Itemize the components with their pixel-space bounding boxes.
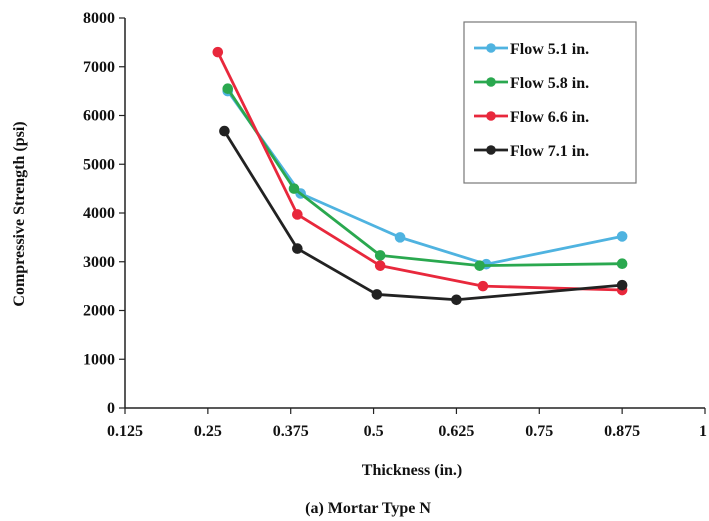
y-tick-label: 0 <box>107 400 115 417</box>
y-tick-label: 8000 <box>83 10 115 27</box>
data-point <box>374 260 386 271</box>
y-tick-label: 4000 <box>83 205 115 222</box>
data-point <box>219 125 230 137</box>
series <box>212 46 628 306</box>
data-point <box>288 183 300 194</box>
legend-label: Flow 6.6 in. <box>510 109 589 126</box>
data-point <box>292 209 303 220</box>
legend-entry: Flow 5.1 in. <box>474 41 589 58</box>
x-tick-label: 0.625 <box>438 423 474 440</box>
ticks: 0 1000 2000 3000 4000 5000 6000 7000 8000 0.125 0.… <box>83 10 707 440</box>
data-point <box>222 83 234 94</box>
legend-entry: Flow 6.6 in. <box>474 109 589 126</box>
data-point <box>374 250 386 261</box>
y-tick-label: 3000 <box>83 254 115 271</box>
y-tick-label: 1000 <box>83 351 115 368</box>
x-tick-label: 1 <box>699 423 707 440</box>
x-axis-title: Thickness (in.) <box>362 462 462 479</box>
x-tick-label: 0.375 <box>273 423 309 440</box>
legend-swatch-marker <box>486 43 496 53</box>
x-tick-label: 0.25 <box>194 423 222 440</box>
y-tick-label: 6000 <box>83 108 115 125</box>
data-point <box>292 243 303 254</box>
data-point <box>616 258 628 270</box>
data-point <box>451 294 462 306</box>
series-3 <box>212 46 628 296</box>
legend-label: Flow 7.1 in. <box>510 143 589 160</box>
legend-entry: Flow 5.8 in. <box>474 75 589 92</box>
data-point <box>474 260 485 271</box>
x-tick-label: 0.125 <box>107 423 143 440</box>
x-tick-label: 0.5 <box>364 423 384 440</box>
data-point <box>394 232 406 243</box>
data-point <box>212 46 224 58</box>
data-point <box>477 280 489 292</box>
legend-swatch-marker <box>486 145 496 155</box>
data-point <box>616 231 628 242</box>
legend-label: Flow 5.1 in. <box>510 41 589 58</box>
x-tick-label: 0.75 <box>525 423 553 440</box>
legend-swatch-marker <box>486 111 496 121</box>
figure-caption: (a) Mortar Type N <box>305 500 431 517</box>
y-axis-title: Compressive Strength (psi) <box>11 121 28 306</box>
series-4 <box>219 125 628 306</box>
legend-swatch-marker <box>486 77 496 87</box>
legend-entry: Flow 7.1 in. <box>474 143 589 160</box>
legend-label: Flow 5.8 in. <box>510 75 589 92</box>
y-tick-label: 7000 <box>83 59 115 76</box>
x-tick-label: 0.875 <box>604 423 640 440</box>
data-point <box>371 289 383 300</box>
series-2 <box>222 83 628 271</box>
y-tick-label: 5000 <box>83 156 115 173</box>
legend: Flow 5.1 in. Flow 5.8 in. Flow 6.6 in. Flow… <box>463 21 637 184</box>
y-tick-label: 2000 <box>83 303 115 320</box>
data-point <box>616 279 628 291</box>
